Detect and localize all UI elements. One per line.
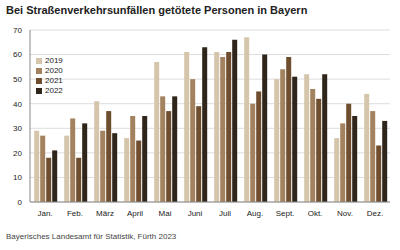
html-text:Bei Straßenverkehrsunfällen ge: Bei Straßenverkehrsunfällen getötete Per… [6,4,308,16]
svg-text:Sept.: Sept. [276,209,295,218]
svg-text:Juni: Juni [188,209,203,218]
html-text:2022: 2022 [45,86,63,95]
svg-text:50: 50 [13,75,22,84]
svg-text:Juli: Juli [219,209,231,218]
svg-text:Nov.: Nov. [337,209,353,218]
svg-text:Aug.: Aug. [247,209,263,218]
svg-text:30: 30 [13,124,22,133]
svg-text:April: April [127,209,143,218]
svg-text:0: 0 [18,198,23,207]
svg-text:März: März [96,209,114,218]
svg-text:70: 70 [13,26,22,35]
html-text:2021: 2021 [45,76,63,85]
svg-text:40: 40 [13,100,22,109]
html-text:2020: 2020 [45,66,63,75]
svg-text:60: 60 [13,50,22,59]
svg-text:Feb.: Feb. [67,209,83,218]
svg-text:Jan.: Jan. [37,209,52,218]
svg-text:Dez.: Dez. [367,209,383,218]
svg-text:20: 20 [13,149,22,158]
svg-text:Mai: Mai [159,209,172,218]
svg-text:10: 10 [13,173,22,182]
html-text:2019: 2019 [45,56,63,65]
svg-text:Okt.: Okt. [308,209,323,218]
html-text:Bayerisches Landesamt für Stat: Bayerisches Landesamt für Statistik, Für… [6,232,177,241]
